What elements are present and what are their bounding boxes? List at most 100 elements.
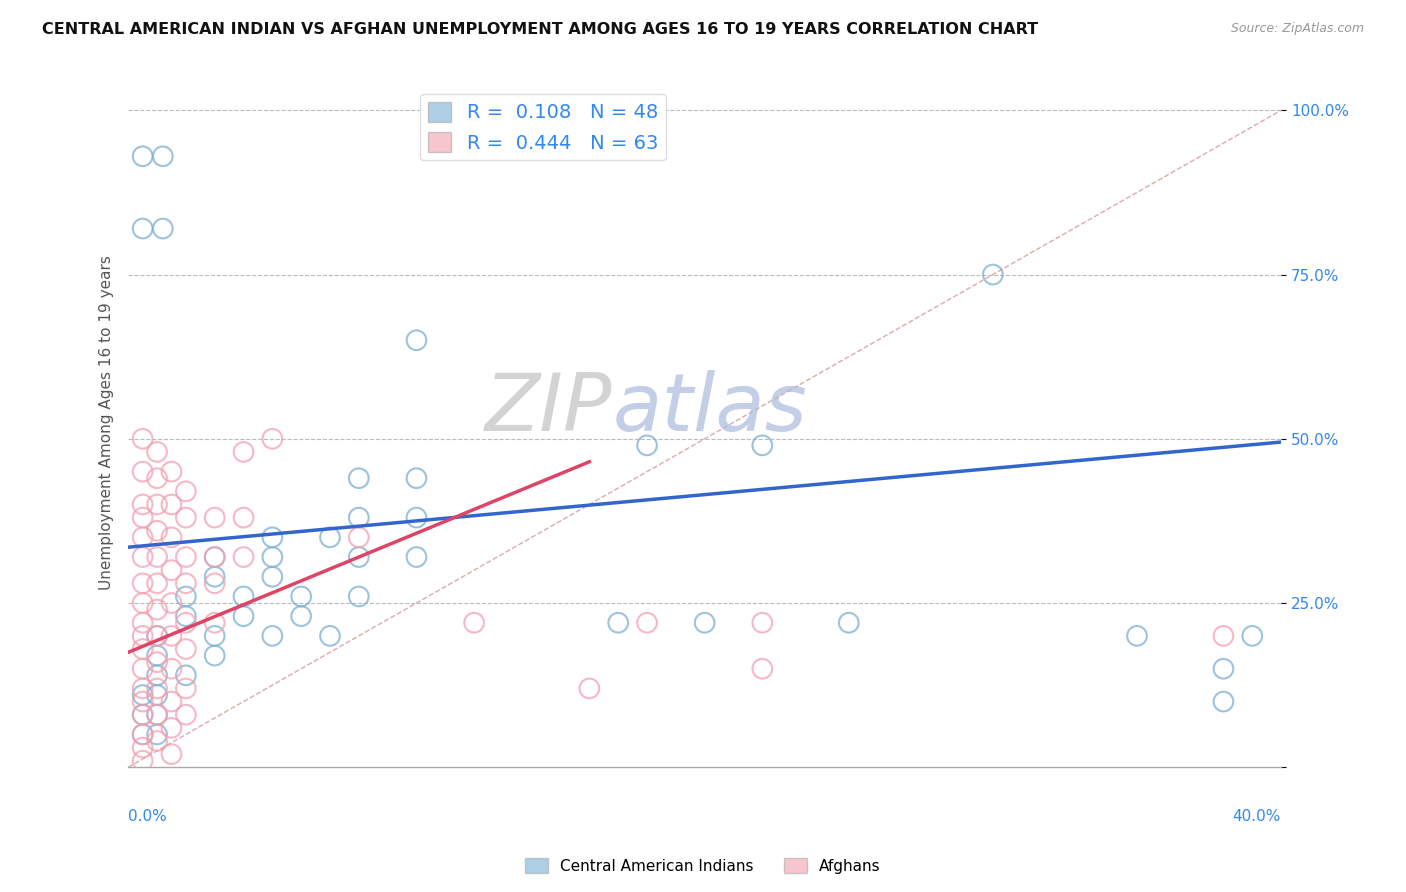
Point: [146, 471, 169, 485]
Point: [1212, 695, 1234, 709]
Point: [131, 596, 153, 610]
Point: [131, 727, 153, 741]
Point: [607, 615, 630, 630]
Point: [174, 549, 197, 564]
Point: [751, 615, 773, 630]
Point: [174, 681, 197, 696]
Point: [131, 510, 153, 524]
Point: [131, 642, 153, 657]
Point: [319, 629, 342, 643]
Point: [347, 510, 370, 524]
Text: atlas: atlas: [613, 369, 807, 448]
Point: [174, 609, 197, 624]
Point: [160, 498, 183, 512]
Point: [347, 590, 370, 604]
Point: [290, 590, 312, 604]
Point: [174, 642, 197, 657]
Point: [405, 471, 427, 485]
Point: [204, 570, 226, 584]
Text: CENTRAL AMERICAN INDIAN VS AFGHAN UNEMPLOYMENT AMONG AGES 16 TO 19 YEARS CORRELA: CENTRAL AMERICAN INDIAN VS AFGHAN UNEMPL…: [42, 22, 1038, 37]
Point: [204, 576, 226, 591]
Point: [146, 681, 169, 696]
Point: [1212, 662, 1234, 676]
Point: [146, 668, 169, 682]
Point: [146, 648, 169, 663]
Text: 40.0%: 40.0%: [1233, 809, 1281, 823]
Point: [463, 615, 485, 630]
Point: [405, 510, 427, 524]
Point: [146, 655, 169, 669]
Point: [405, 549, 427, 564]
Point: [146, 734, 169, 748]
Point: [174, 668, 197, 682]
Point: [131, 695, 153, 709]
Point: [262, 530, 284, 544]
Point: [174, 590, 197, 604]
Point: [204, 549, 226, 564]
Point: [405, 333, 427, 347]
Point: [174, 510, 197, 524]
Point: [152, 149, 174, 163]
Point: [131, 465, 153, 479]
Point: [347, 549, 370, 564]
Point: [981, 268, 1004, 282]
Point: [160, 596, 183, 610]
Point: [693, 615, 716, 630]
Point: [262, 549, 284, 564]
Point: [131, 576, 153, 591]
Point: [232, 609, 254, 624]
Point: [146, 727, 169, 741]
Point: [347, 471, 370, 485]
Point: [160, 465, 183, 479]
Point: [262, 432, 284, 446]
Point: [636, 615, 658, 630]
Point: [1212, 629, 1234, 643]
Y-axis label: Unemployment Among Ages 16 to 19 years: Unemployment Among Ages 16 to 19 years: [100, 255, 114, 590]
Point: [146, 707, 169, 722]
Point: [319, 530, 342, 544]
Point: [160, 629, 183, 643]
Point: [160, 662, 183, 676]
Point: [174, 576, 197, 591]
Point: [131, 221, 153, 235]
Point: [146, 629, 169, 643]
Point: [131, 707, 153, 722]
Point: [160, 747, 183, 761]
Point: [146, 576, 169, 591]
Point: [146, 688, 169, 702]
Point: [131, 754, 153, 768]
Text: Source: ZipAtlas.com: Source: ZipAtlas.com: [1230, 22, 1364, 36]
Point: [131, 432, 153, 446]
Point: [160, 563, 183, 577]
Point: [160, 721, 183, 735]
Point: [204, 648, 226, 663]
Point: [131, 740, 153, 755]
Legend: R =  0.108   N = 48, R =  0.444   N = 63: R = 0.108 N = 48, R = 0.444 N = 63: [420, 94, 666, 161]
Point: [131, 707, 153, 722]
Point: [146, 602, 169, 616]
Point: [751, 438, 773, 452]
Point: [174, 707, 197, 722]
Point: [204, 549, 226, 564]
Point: [232, 549, 254, 564]
Point: [838, 615, 860, 630]
Point: [1126, 629, 1149, 643]
Point: [131, 662, 153, 676]
Point: [160, 530, 183, 544]
Point: [146, 549, 169, 564]
Point: [636, 438, 658, 452]
Point: [290, 609, 312, 624]
Point: [262, 570, 284, 584]
Point: [146, 524, 169, 538]
Point: [131, 688, 153, 702]
Point: [174, 484, 197, 499]
Point: [146, 707, 169, 722]
Point: [174, 615, 197, 630]
Legend: Central American Indians, Afghans: Central American Indians, Afghans: [519, 852, 887, 880]
Point: [146, 445, 169, 459]
Point: [751, 662, 773, 676]
Point: [131, 727, 153, 741]
Point: [131, 615, 153, 630]
Point: [232, 590, 254, 604]
Text: ZIP: ZIP: [485, 369, 613, 448]
